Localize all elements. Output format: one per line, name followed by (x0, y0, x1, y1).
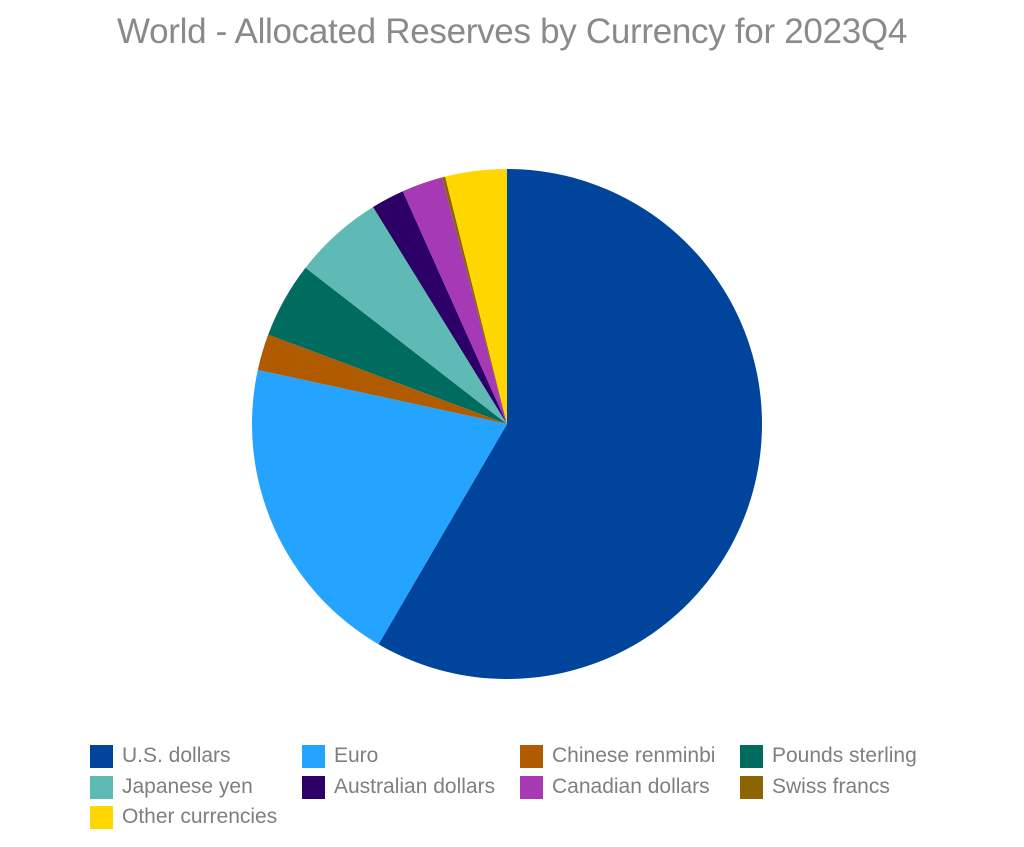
pie-slice-pounds-sterling (268, 267, 507, 424)
pie-slice-canadian-dollars (402, 177, 507, 424)
pie-slice-australian-dollars (373, 191, 507, 424)
pie-slice-other-currencies (445, 169, 507, 424)
pie-slice-u-s-dollars (378, 169, 763, 679)
pie-slice-swiss-francs (442, 176, 507, 424)
pie-slice-euro (252, 369, 507, 645)
pie-slice-japanese-yen (305, 207, 507, 424)
pie-slice-chinese-renminbi (257, 334, 507, 424)
chart-title: World - Allocated Reserves by Currency f… (116, 12, 907, 51)
pie-slices (252, 169, 763, 679)
